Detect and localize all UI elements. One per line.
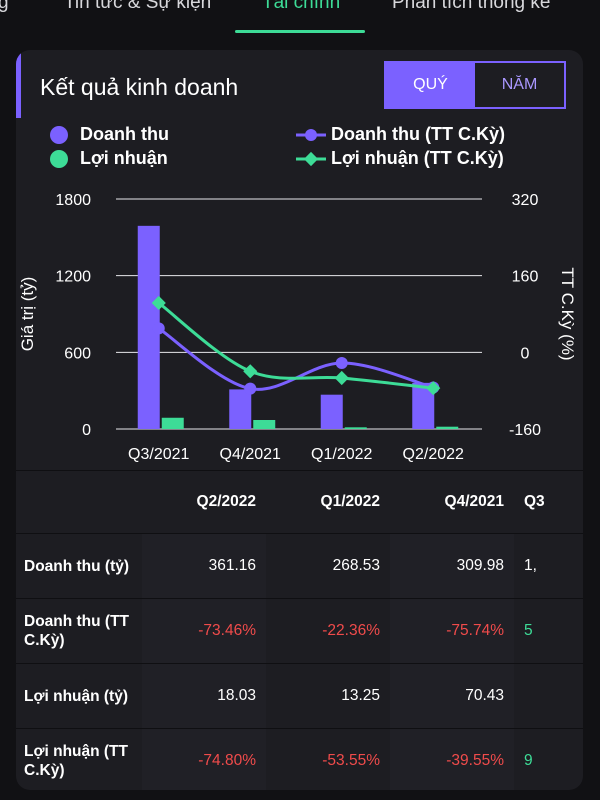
toggle-year-button[interactable]: NĂM	[501, 76, 538, 93]
table-header-empty	[16, 470, 142, 534]
table-row: Lợi nhuận (tỷ) 18.03 13.25 70.43	[16, 663, 583, 729]
tab-news[interactable]: Tin tức & Sự kiện	[64, 0, 212, 13]
table-cell: 309.98	[390, 533, 514, 599]
table-cell: -74.80%	[142, 728, 266, 790]
table-cell: 268.53	[332, 557, 380, 574]
table-column-header: Q1/2022	[266, 470, 390, 534]
row-label: Lợi nhuận (tỷ)	[24, 687, 129, 705]
legend-profit-label: Lợi nhuận	[80, 148, 168, 168]
revenue-growth-point	[152, 322, 165, 335]
profit-growth-legend-marker	[296, 151, 326, 167]
table-header-row: Q2/2022 Q1/2022 Q4/2021 Q3	[16, 470, 583, 534]
business-results-chart: 0 600 1200 1800 -160 0 160 320 Giá trị (tỷ) TT C.…	[18, 192, 577, 463]
y-axis-title: Giá trị (tỷ)	[18, 277, 37, 352]
revenue-bar	[412, 382, 435, 429]
tab-analysis[interactable]: Phân tích thống kê	[392, 0, 551, 13]
row-label: Lợi nhuận (TT C.Kỳ)	[24, 743, 128, 779]
table-cell	[514, 664, 583, 729]
tab-finance[interactable]: Tài chính	[262, 0, 341, 13]
results-table: Q2/2022 Q1/2022 Q4/2021 Q3 Doanh thu (tỷ) 361…	[16, 470, 583, 790]
table-cell: -53.55%	[322, 752, 380, 769]
active-tab-indicator	[235, 30, 365, 33]
table-column-header: Q4/2021	[390, 470, 514, 534]
profit-growth-point	[426, 381, 441, 396]
table-cell: 70.43	[390, 663, 514, 729]
table-column-header: Q3	[514, 470, 583, 534]
revenue-legend-dot	[50, 126, 68, 144]
row-label: Doanh thu (TT C.Kỳ)	[24, 613, 130, 649]
y-tick-label: 1200	[55, 269, 91, 286]
profit-growth-point	[243, 364, 258, 379]
table-cell: 9	[524, 752, 533, 769]
profit-growth-point	[151, 295, 166, 311]
table-cell: 18.03	[142, 663, 266, 729]
profit-bar	[436, 426, 459, 429]
revenue-growth-point	[244, 382, 257, 395]
y-tick-label: 0	[82, 422, 91, 439]
x-tick-label: Q2/2022	[403, 446, 464, 463]
table-cell: -73.46%	[142, 598, 266, 664]
tab-partial[interactable]: g	[0, 0, 9, 13]
table-row: Doanh thu (TT C.Kỳ) -73.46% -22.36% -75.74%…	[16, 598, 583, 664]
legend-revenue-label: Doanh thu	[80, 124, 169, 144]
profit-growth-point	[334, 370, 349, 386]
table-cell: 5	[524, 622, 533, 639]
toggle-quarter-button[interactable]: QUÝ	[386, 63, 475, 107]
profit-bar	[344, 427, 367, 429]
card-accent-bar	[16, 50, 21, 118]
revenue-growth-legend-marker	[296, 129, 326, 141]
revenue-growth-line	[157, 327, 434, 391]
table-column-header: Q2/2022	[142, 470, 266, 534]
y2-tick-label: 320	[512, 192, 539, 209]
y-tick-label: 600	[64, 345, 91, 362]
profit-bar	[161, 417, 184, 429]
profit-legend-dot	[50, 150, 68, 168]
top-tab-bar: g Tin tức & Sự kiện Tài chính Phân tích …	[0, 0, 600, 34]
legend-revenue-growth-label: Doanh thu (TT C.Kỳ)	[331, 124, 505, 144]
card-title: Kết quả kinh doanh	[40, 74, 239, 100]
table-row: Lợi nhuận (TT C.Kỳ) -74.80% -53.55% -39.55%…	[16, 728, 583, 790]
table-cell: -22.36%	[322, 622, 380, 639]
revenue-growth-point	[335, 357, 348, 370]
x-tick-label: Q1/2022	[311, 446, 372, 463]
legend-profit-growth-label: Lợi nhuận (TT C.Kỳ)	[331, 148, 504, 168]
y2-tick-label: -160	[509, 422, 541, 439]
y2-axis-title: TT C.Kỳ (%)	[558, 267, 577, 360]
x-tick-label: Q4/2021	[220, 446, 281, 463]
table-cell: -39.55%	[390, 728, 514, 790]
table-cell: -75.74%	[390, 598, 514, 664]
profit-growth-line	[157, 301, 434, 390]
revenue-bar	[137, 225, 160, 429]
revenue-bar	[320, 394, 343, 429]
y-tick-label: 1800	[55, 192, 91, 209]
x-tick-label: Q3/2021	[128, 446, 189, 463]
business-results-card: Kết quả kinh doanh QUÝ NĂM Doanh thu Lợi…	[16, 50, 583, 790]
row-label: Doanh thu (tỷ)	[24, 557, 130, 575]
profit-bar	[253, 420, 276, 429]
table-cell: 1,	[524, 557, 537, 574]
y2-tick-label: 160	[512, 269, 539, 286]
period-toggle: QUÝ NĂM	[384, 61, 566, 109]
table-cell: 361.16	[142, 533, 266, 599]
y2-tick-label: 0	[521, 345, 530, 362]
table-cell: 13.25	[341, 687, 380, 704]
table-row: Doanh thu (tỷ) 361.16 268.53 309.98 1,	[16, 533, 583, 599]
revenue-bar	[229, 389, 252, 429]
